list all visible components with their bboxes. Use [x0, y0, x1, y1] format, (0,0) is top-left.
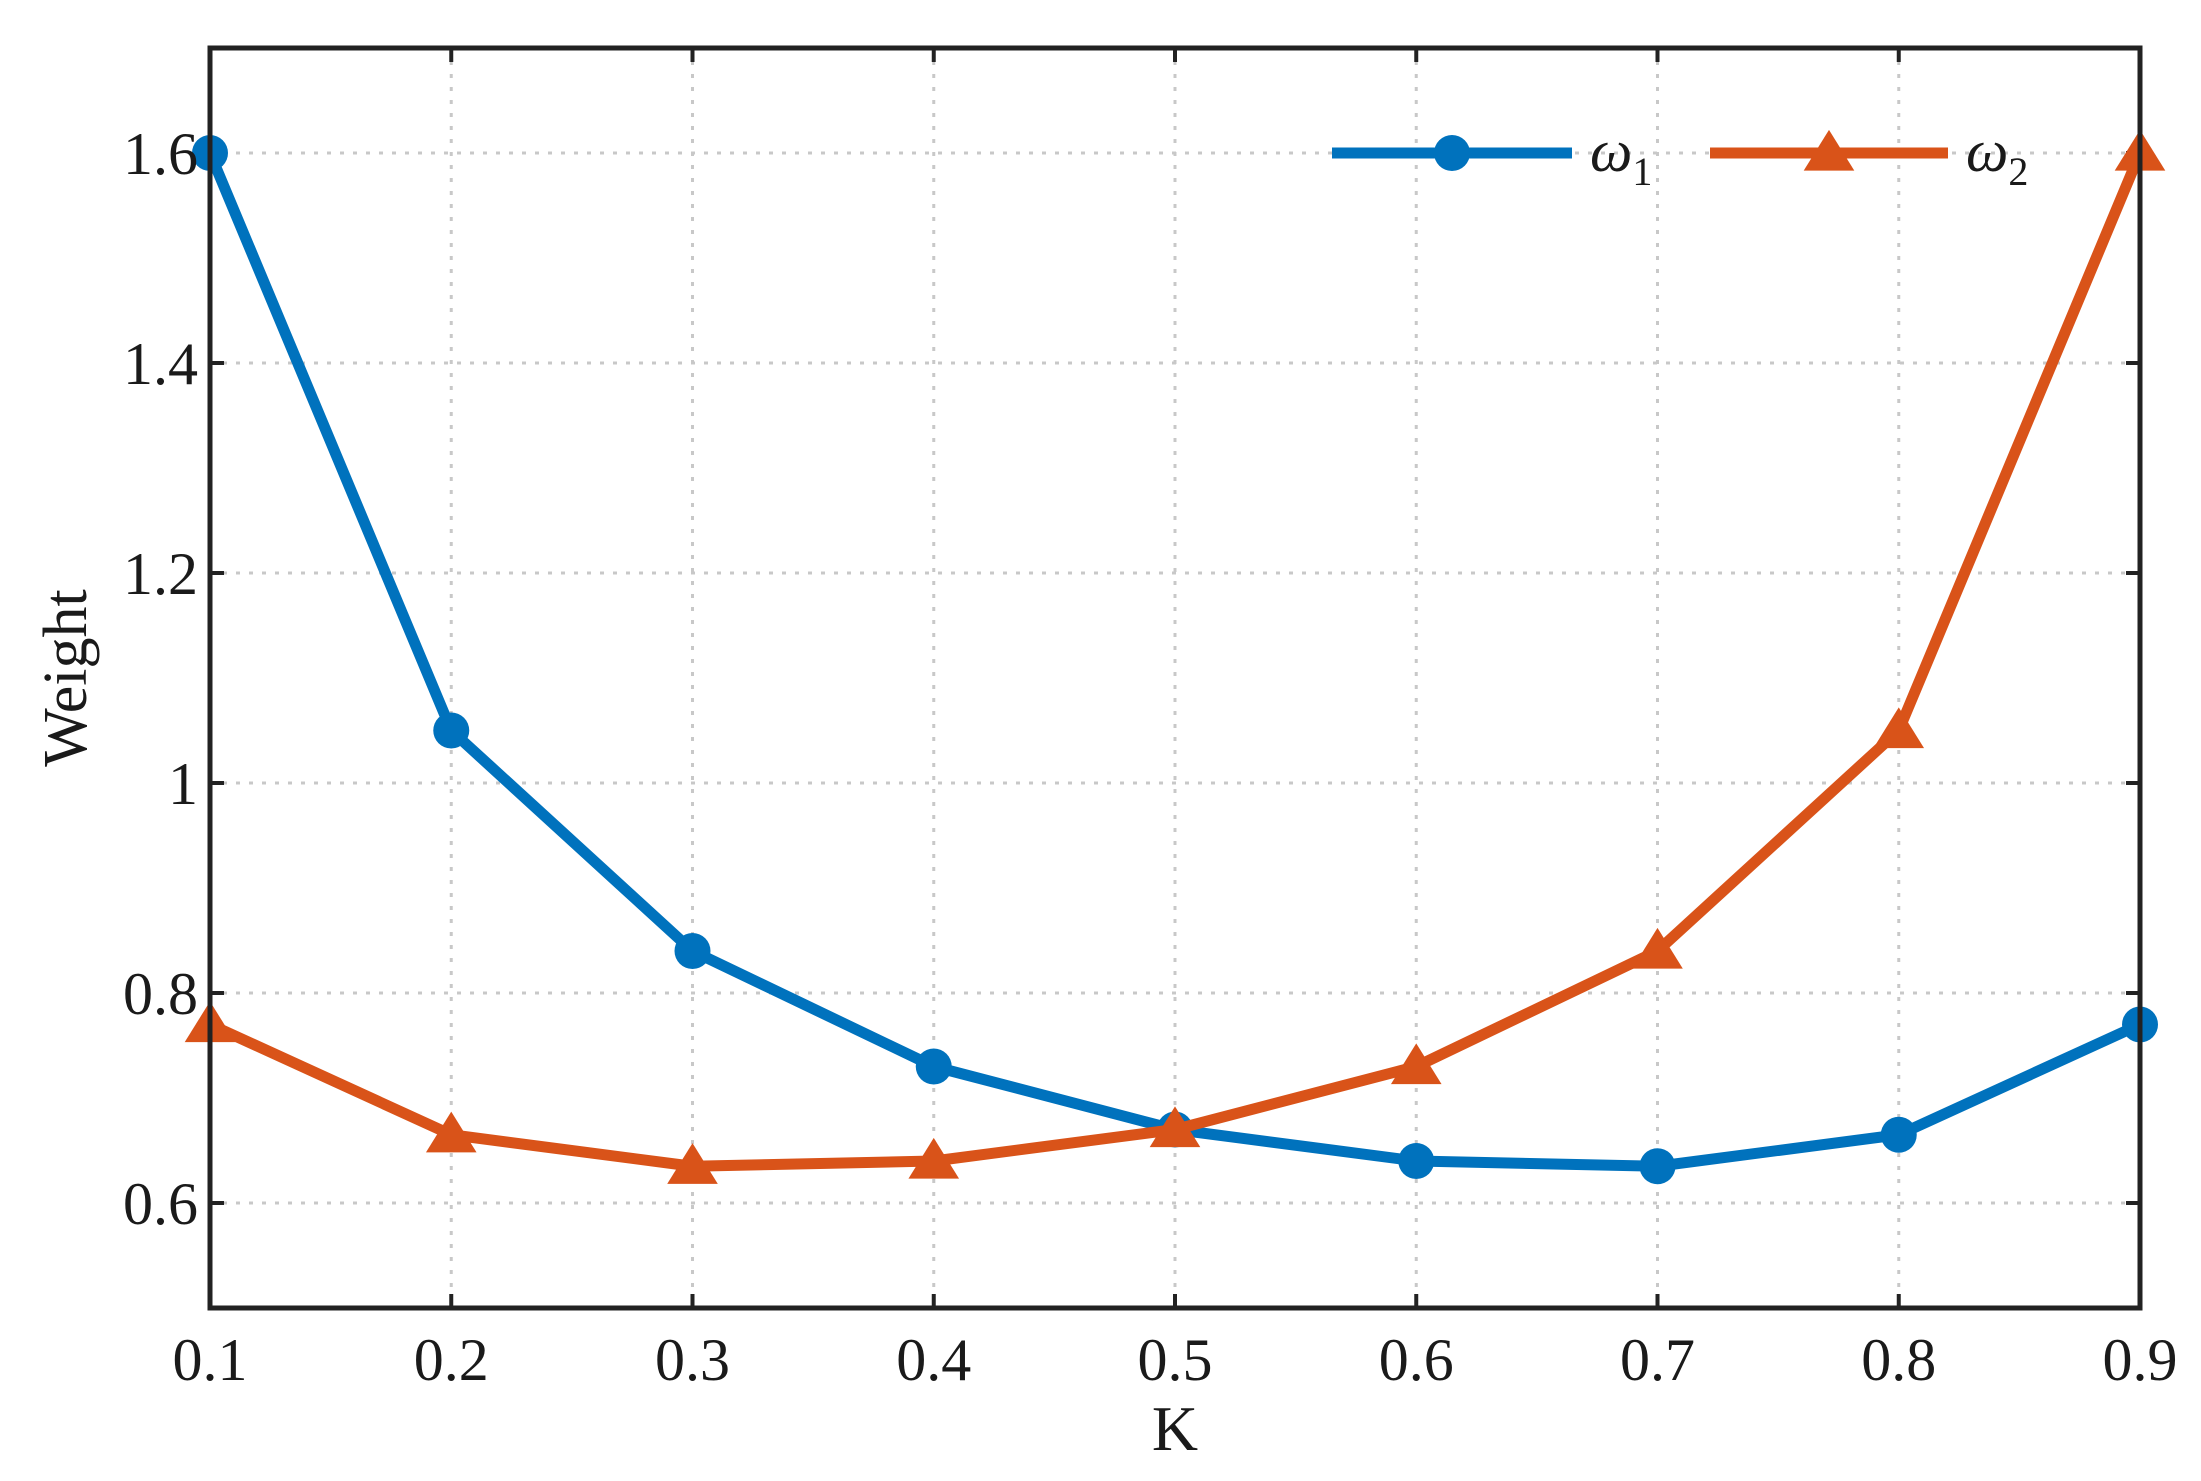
data-point-series-2 — [908, 1137, 960, 1179]
x-tick-label: 0.4 — [896, 1327, 971, 1393]
plot-frame — [207, 45, 2143, 1311]
y-tick-label: 0.8 — [123, 961, 198, 1027]
data-point-series-1 — [1398, 1143, 1435, 1179]
series-layer — [184, 129, 2166, 1185]
data-point-series-2 — [667, 1143, 718, 1184]
data-point-series-1 — [674, 933, 711, 969]
x-tick-label: 0.6 — [1379, 1327, 1454, 1393]
data-point-series-2 — [1390, 1043, 1442, 1085]
y-axis-label: Weight — [32, 589, 100, 767]
legend: ω1 ω2 — [1332, 118, 2028, 194]
legend-label: ω2 — [1966, 118, 2028, 194]
data-point-series-2 — [1149, 1106, 1201, 1148]
legend-entry-2: ω2 — [1710, 118, 2028, 194]
x-tick-label: 0.5 — [1138, 1327, 1213, 1393]
data-point-series-1 — [1639, 1148, 1676, 1185]
y-tick-label: 1.6 — [123, 121, 198, 187]
tick-labels: 0.1 0.2 0.3 0.4 0.5 0.6 0.7 0.8 0.9 0.6 0.8 1 1.2 1.4… — [123, 121, 2178, 1393]
x-tick-label: 0.1 — [173, 1327, 248, 1393]
y-tick-label: 0.6 — [123, 1171, 198, 1237]
legend-marker — [1434, 135, 1470, 171]
y-tick-label: 1.2 — [123, 541, 198, 607]
y-tick-label: 1.4 — [123, 331, 198, 397]
data-point-series-1 — [1880, 1116, 1917, 1153]
x-tick-label: 0.3 — [655, 1327, 730, 1393]
x-tick-label: 0.9 — [2103, 1327, 2178, 1393]
legend-label: ω1 — [1590, 118, 1652, 194]
data-point-series-2 — [425, 1111, 477, 1153]
legend-entry-1: ω1 — [1332, 118, 1652, 194]
data-point-series-1 — [915, 1048, 952, 1085]
y-tick-label: 1 — [168, 751, 198, 817]
data-point-series-2 — [1873, 707, 1925, 749]
data-point-series-2 — [1632, 927, 1683, 969]
x-tick-label: 0.7 — [1620, 1327, 1695, 1393]
x-axis-label: K — [1152, 1393, 1198, 1464]
grid — [210, 48, 2140, 1308]
legend-marker — [1803, 129, 1855, 171]
x-tick-label: 0.2 — [414, 1327, 489, 1393]
data-point-series-1 — [433, 712, 470, 749]
x-tick-label: 0.8 — [1861, 1327, 1936, 1393]
